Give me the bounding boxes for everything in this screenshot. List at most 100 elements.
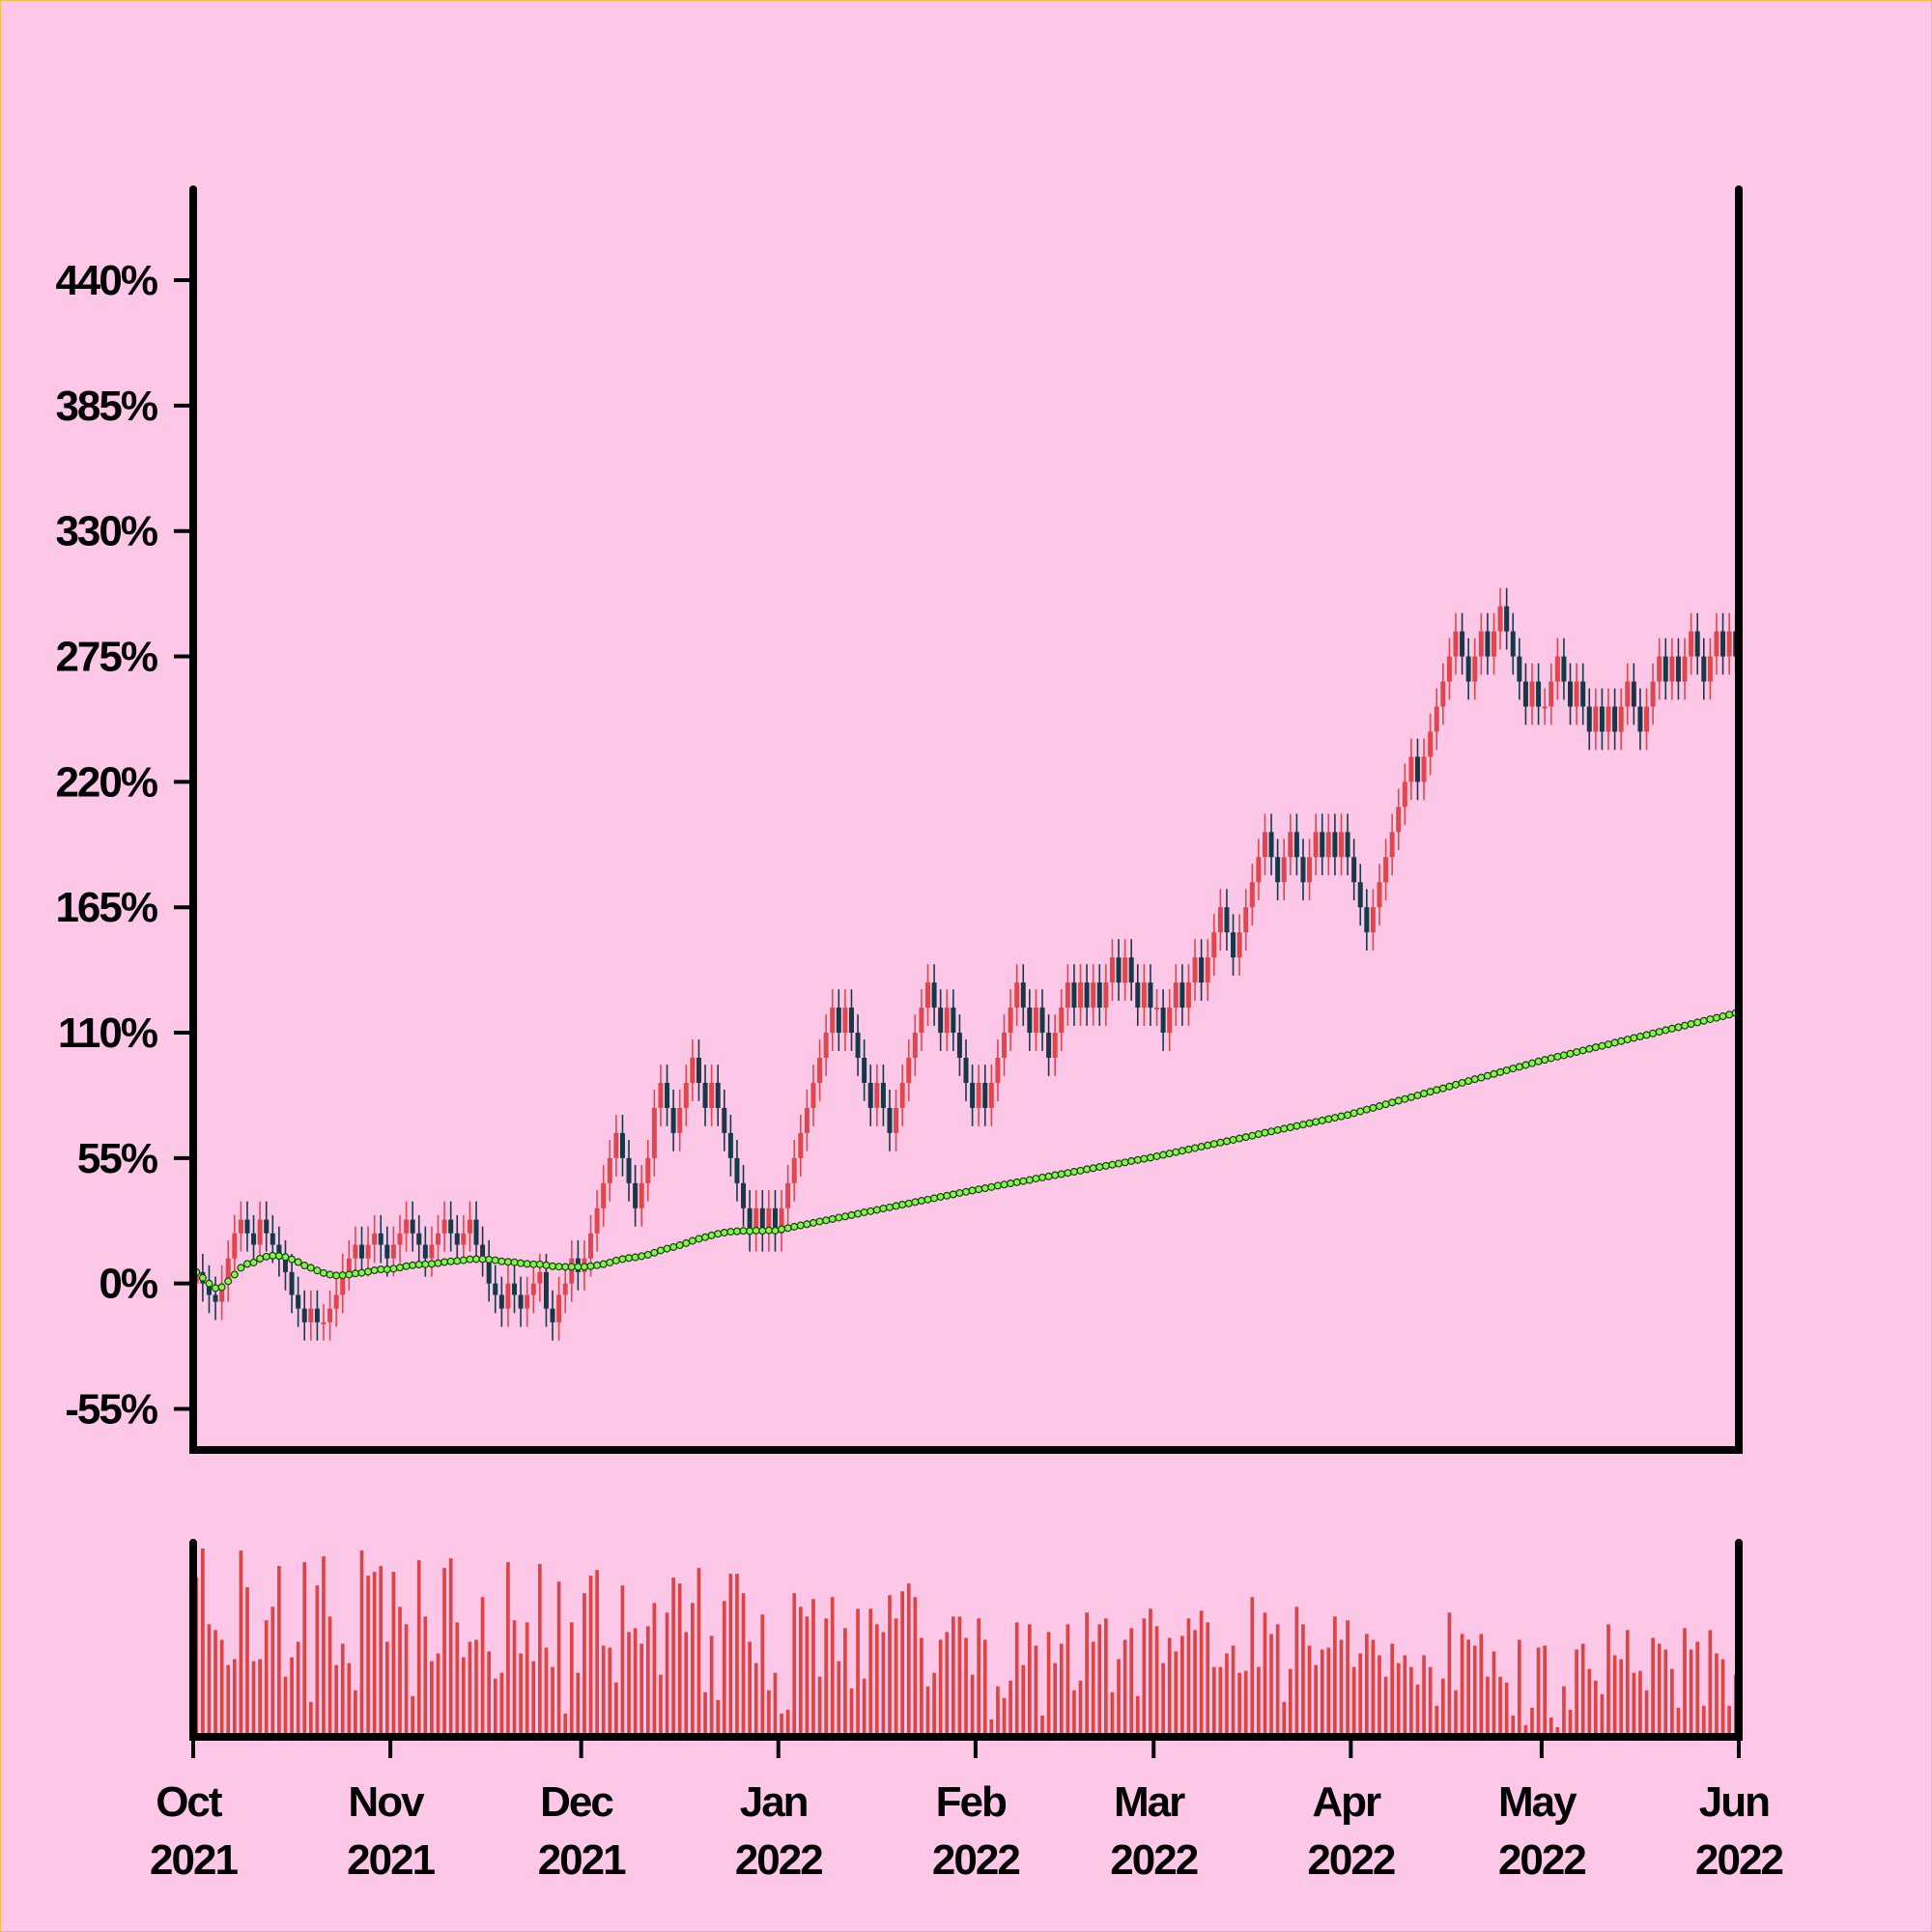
frame	[189, 185, 1743, 1741]
candle-body	[951, 1008, 956, 1034]
candle-body	[1707, 656, 1713, 682]
volume-bar	[563, 1713, 568, 1737]
volume-bar	[1530, 1707, 1534, 1737]
candle-body	[1561, 656, 1567, 682]
moving-average-point	[1044, 1172, 1053, 1180]
volume-bar	[817, 1676, 822, 1737]
moving-average-point	[1667, 1024, 1676, 1033]
volume-bar	[1135, 1695, 1140, 1737]
volume-bar	[1091, 1641, 1095, 1737]
moving-average-point	[860, 1208, 868, 1217]
moving-average-point	[472, 1255, 481, 1264]
candle-body	[1522, 681, 1528, 707]
moving-average-point	[936, 1192, 945, 1201]
moving-average-point	[682, 1238, 691, 1247]
candle-body	[257, 1219, 263, 1245]
moving-average-point	[364, 1267, 373, 1276]
moving-average-point	[421, 1260, 430, 1268]
volume-bar	[493, 1678, 497, 1737]
moving-average-point	[1426, 1088, 1435, 1096]
volume-bar	[315, 1585, 320, 1737]
candle-body	[1554, 656, 1560, 682]
moving-average-point	[1089, 1164, 1097, 1173]
moving-average-point	[1241, 1133, 1250, 1142]
volume-bar	[1492, 1651, 1496, 1737]
moving-average-point	[389, 1264, 398, 1273]
candle-body	[1669, 656, 1675, 682]
volume-bar	[633, 1628, 638, 1737]
moving-average-point	[1007, 1179, 1015, 1188]
candle-body	[1109, 957, 1115, 983]
candle-body	[1014, 982, 1020, 1009]
candle-body	[1084, 982, 1090, 1009]
moving-average-point	[1280, 1124, 1289, 1133]
moving-average-point	[1490, 1069, 1498, 1078]
volume-bar	[760, 1614, 765, 1737]
moving-average-point	[790, 1222, 799, 1231]
volume-bar	[1390, 1643, 1394, 1737]
candle-body	[1682, 656, 1688, 682]
moving-average-point	[586, 1262, 595, 1270]
candle-body	[848, 1008, 854, 1034]
moving-average-point	[1515, 1063, 1523, 1071]
candle-body	[1370, 907, 1376, 933]
candle-body	[1052, 1033, 1058, 1058]
volume-bar	[1346, 1620, 1350, 1737]
candle-body	[493, 1283, 498, 1295]
candle-body	[404, 1219, 410, 1234]
volume-bar	[824, 1618, 828, 1737]
moving-average-point	[1623, 1036, 1632, 1044]
candle-body	[244, 1219, 250, 1234]
moving-average-point	[746, 1227, 754, 1236]
moving-average-point	[643, 1250, 652, 1259]
volume-bar	[753, 1662, 758, 1737]
candle-body	[429, 1244, 435, 1259]
candle-body	[1414, 756, 1420, 782]
candle-body	[282, 1258, 288, 1272]
candle-body	[976, 1082, 981, 1108]
candle-body	[1580, 681, 1586, 707]
candle-body	[1071, 982, 1077, 1009]
candle-body	[1275, 857, 1281, 883]
moving-average-point	[1445, 1082, 1454, 1091]
volume-bar	[925, 1686, 930, 1737]
candle-body	[1211, 932, 1217, 958]
volume-bar	[1351, 1666, 1356, 1737]
candle-body	[715, 1082, 721, 1108]
volume-bar	[1555, 1726, 1560, 1737]
moving-average-point	[1032, 1175, 1040, 1183]
volume-bar	[525, 1622, 529, 1737]
volume-bar	[1440, 1678, 1445, 1737]
candle-body	[772, 1208, 778, 1234]
moving-average-point	[943, 1191, 952, 1200]
y-tick-label: 330%	[55, 508, 156, 555]
volume-bar	[1409, 1666, 1413, 1737]
moving-average-point	[898, 1201, 907, 1209]
moving-average-point	[1630, 1034, 1638, 1042]
moving-average-point	[1101, 1161, 1110, 1170]
candle-body	[906, 1057, 912, 1083]
volume-bar	[327, 1616, 332, 1737]
volume-bar	[874, 1624, 879, 1737]
volume-bar	[569, 1622, 574, 1737]
volume-bar	[1275, 1624, 1280, 1737]
candle-body	[665, 1082, 670, 1108]
y-tick-label: -55%	[65, 1386, 157, 1434]
moving-average-point	[256, 1254, 265, 1263]
volume-bar	[442, 1568, 446, 1737]
moving-average-point	[726, 1228, 735, 1236]
moving-average-point	[517, 1259, 526, 1267]
moving-average-point	[1585, 1044, 1594, 1053]
candle-body	[1510, 631, 1516, 657]
candle-body	[225, 1258, 231, 1284]
volume-bar	[1180, 1635, 1184, 1737]
candle-body	[1618, 706, 1624, 732]
moving-average-point	[395, 1264, 404, 1272]
moving-average-point	[758, 1227, 767, 1236]
moving-average-point	[1204, 1141, 1212, 1150]
volume-bar	[735, 1574, 739, 1737]
moving-average-point	[1559, 1051, 1568, 1060]
candle-body	[1492, 631, 1497, 657]
volume-bar	[384, 1641, 389, 1737]
volume-bar	[614, 1682, 618, 1737]
